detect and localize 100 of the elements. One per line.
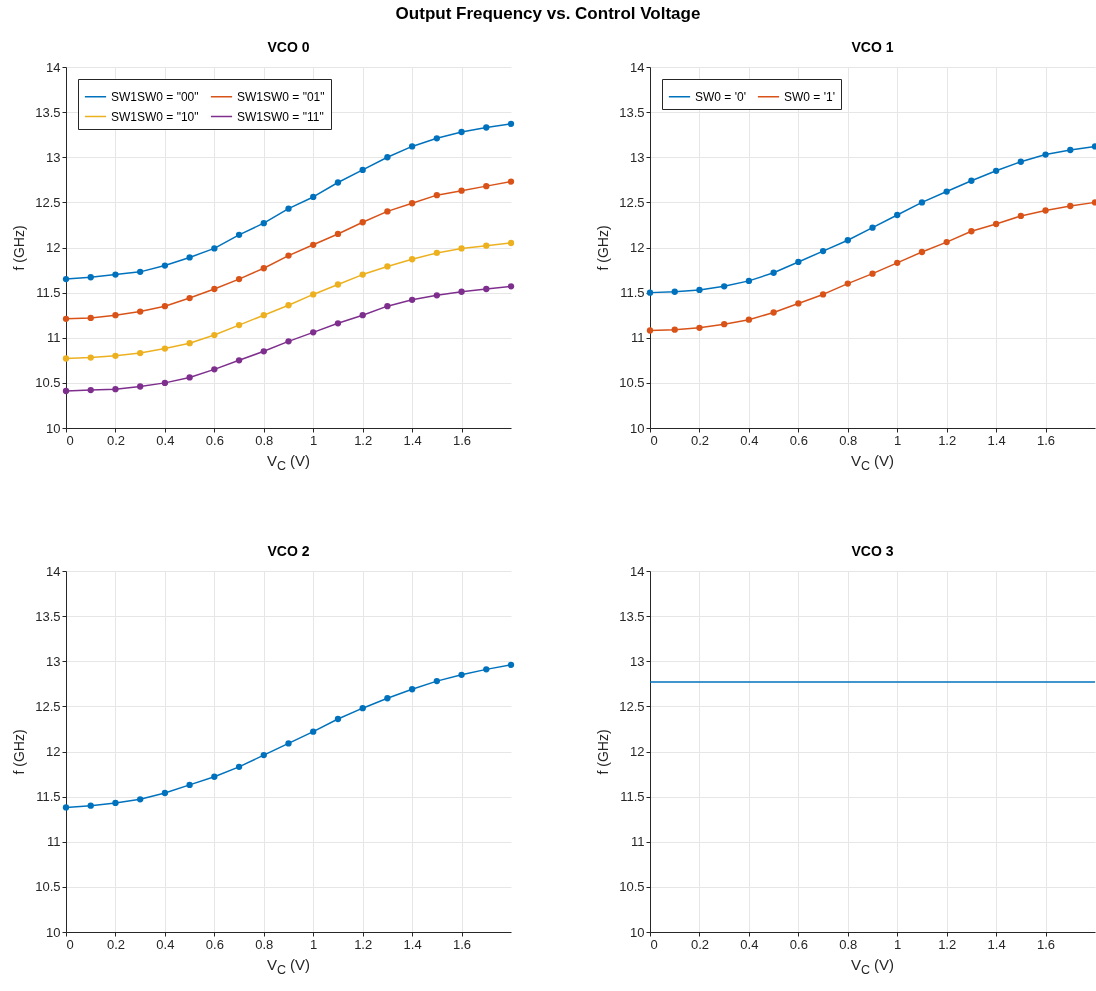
x-tick-label: 1.6 — [453, 936, 472, 952]
x-tick-label: 0.4 — [740, 432, 759, 448]
x-tick-label: 0.8 — [839, 936, 858, 952]
point — [770, 269, 777, 276]
point — [334, 281, 342, 288]
point — [1017, 212, 1024, 220]
point — [285, 338, 292, 345]
point — [671, 288, 678, 295]
x-tick-label: 1.6 — [1037, 432, 1056, 448]
y-tick-label: 12 — [46, 240, 61, 255]
point — [334, 179, 342, 186]
legend-label: SW1SW0 = "11" — [237, 109, 324, 124]
y-tick-label: 14 — [46, 59, 61, 75]
x-tick-label: 0 — [650, 936, 658, 952]
x-tick-label: 0.6 — [205, 432, 224, 448]
point — [696, 286, 703, 294]
point — [696, 324, 703, 331]
point — [894, 259, 901, 266]
point — [334, 320, 342, 327]
legend-label: SW1SW0 = "01" — [237, 89, 325, 104]
y-tick-label: 12.5 — [35, 194, 61, 210]
point — [285, 205, 292, 212]
x-tick-label: 1 — [894, 432, 902, 448]
point — [137, 308, 144, 315]
point — [359, 219, 366, 226]
point — [384, 154, 391, 161]
point — [408, 143, 416, 150]
point — [433, 292, 440, 299]
x-tick-label: 1.2 — [354, 432, 373, 448]
x-tick-label: 1.4 — [403, 936, 422, 952]
x-axis-title: V$_{C}$ (V) — [850, 452, 895, 473]
point — [310, 728, 317, 735]
y-tick-label: 10.5 — [619, 375, 645, 391]
y-tick-label: 10.5 — [619, 879, 645, 895]
point — [1067, 146, 1074, 154]
y-tick-label: 13 — [630, 149, 645, 165]
x-tick-label: 0.4 — [156, 936, 175, 952]
point — [721, 321, 728, 328]
point — [137, 268, 144, 276]
point — [384, 208, 391, 215]
point — [483, 285, 490, 293]
point — [458, 288, 465, 295]
y-tick-label: 10 — [630, 924, 645, 940]
y-tick-label: 11 — [631, 330, 645, 346]
point — [211, 773, 218, 780]
point — [186, 254, 193, 261]
point — [795, 258, 802, 266]
point — [507, 178, 515, 185]
x-tick-label: 0.6 — [205, 936, 224, 952]
point — [1091, 143, 1096, 150]
point — [310, 241, 317, 248]
legend-label: SW1SW0 = "10" — [111, 109, 199, 124]
x-tick-label: 1.6 — [453, 432, 472, 448]
point — [260, 348, 267, 355]
point — [844, 237, 851, 244]
point — [869, 270, 876, 277]
chart-title: VCO 3 — [851, 543, 894, 559]
point — [87, 386, 94, 394]
point — [745, 277, 753, 285]
y-tick-label: 12 — [46, 744, 61, 759]
point — [433, 677, 440, 685]
x-tick-label: 0.8 — [839, 432, 858, 448]
y-tick-label: 13 — [630, 653, 645, 669]
point — [968, 228, 975, 235]
point — [359, 166, 366, 174]
point — [112, 386, 119, 393]
x-tick-label: 0.8 — [255, 936, 274, 952]
point — [186, 340, 193, 347]
legend-label: SW1SW0 = "00" — [111, 89, 199, 104]
y-axis-title: f (GHz) — [595, 729, 612, 775]
point — [844, 280, 851, 287]
point — [310, 193, 317, 201]
point — [408, 256, 416, 263]
point — [483, 124, 490, 131]
point — [795, 300, 802, 307]
x-tick-label: 0.2 — [106, 936, 125, 952]
chart-title: VCO 1 — [851, 39, 894, 55]
point — [943, 188, 950, 195]
y-tick-label: 12 — [630, 240, 645, 255]
x-tick-label: 1 — [310, 936, 318, 952]
point — [260, 751, 267, 759]
y-tick-label: 10.5 — [35, 375, 61, 391]
point — [235, 357, 243, 364]
point — [507, 239, 515, 247]
point — [161, 379, 169, 387]
point — [137, 383, 144, 390]
x-tick-label: 0.2 — [690, 432, 709, 448]
point — [112, 312, 119, 319]
x-tick-label: 0 — [66, 936, 74, 952]
point — [62, 275, 70, 283]
x-tick-label: 0.4 — [156, 432, 175, 448]
point — [918, 248, 926, 256]
point — [310, 329, 317, 336]
point — [408, 296, 416, 303]
point — [384, 695, 391, 702]
y-tick-label: 11.5 — [36, 789, 61, 805]
y-tick-label: 12 — [630, 744, 645, 759]
y-tick-label: 11.5 — [620, 285, 645, 301]
point — [112, 799, 119, 807]
point — [992, 220, 1000, 228]
